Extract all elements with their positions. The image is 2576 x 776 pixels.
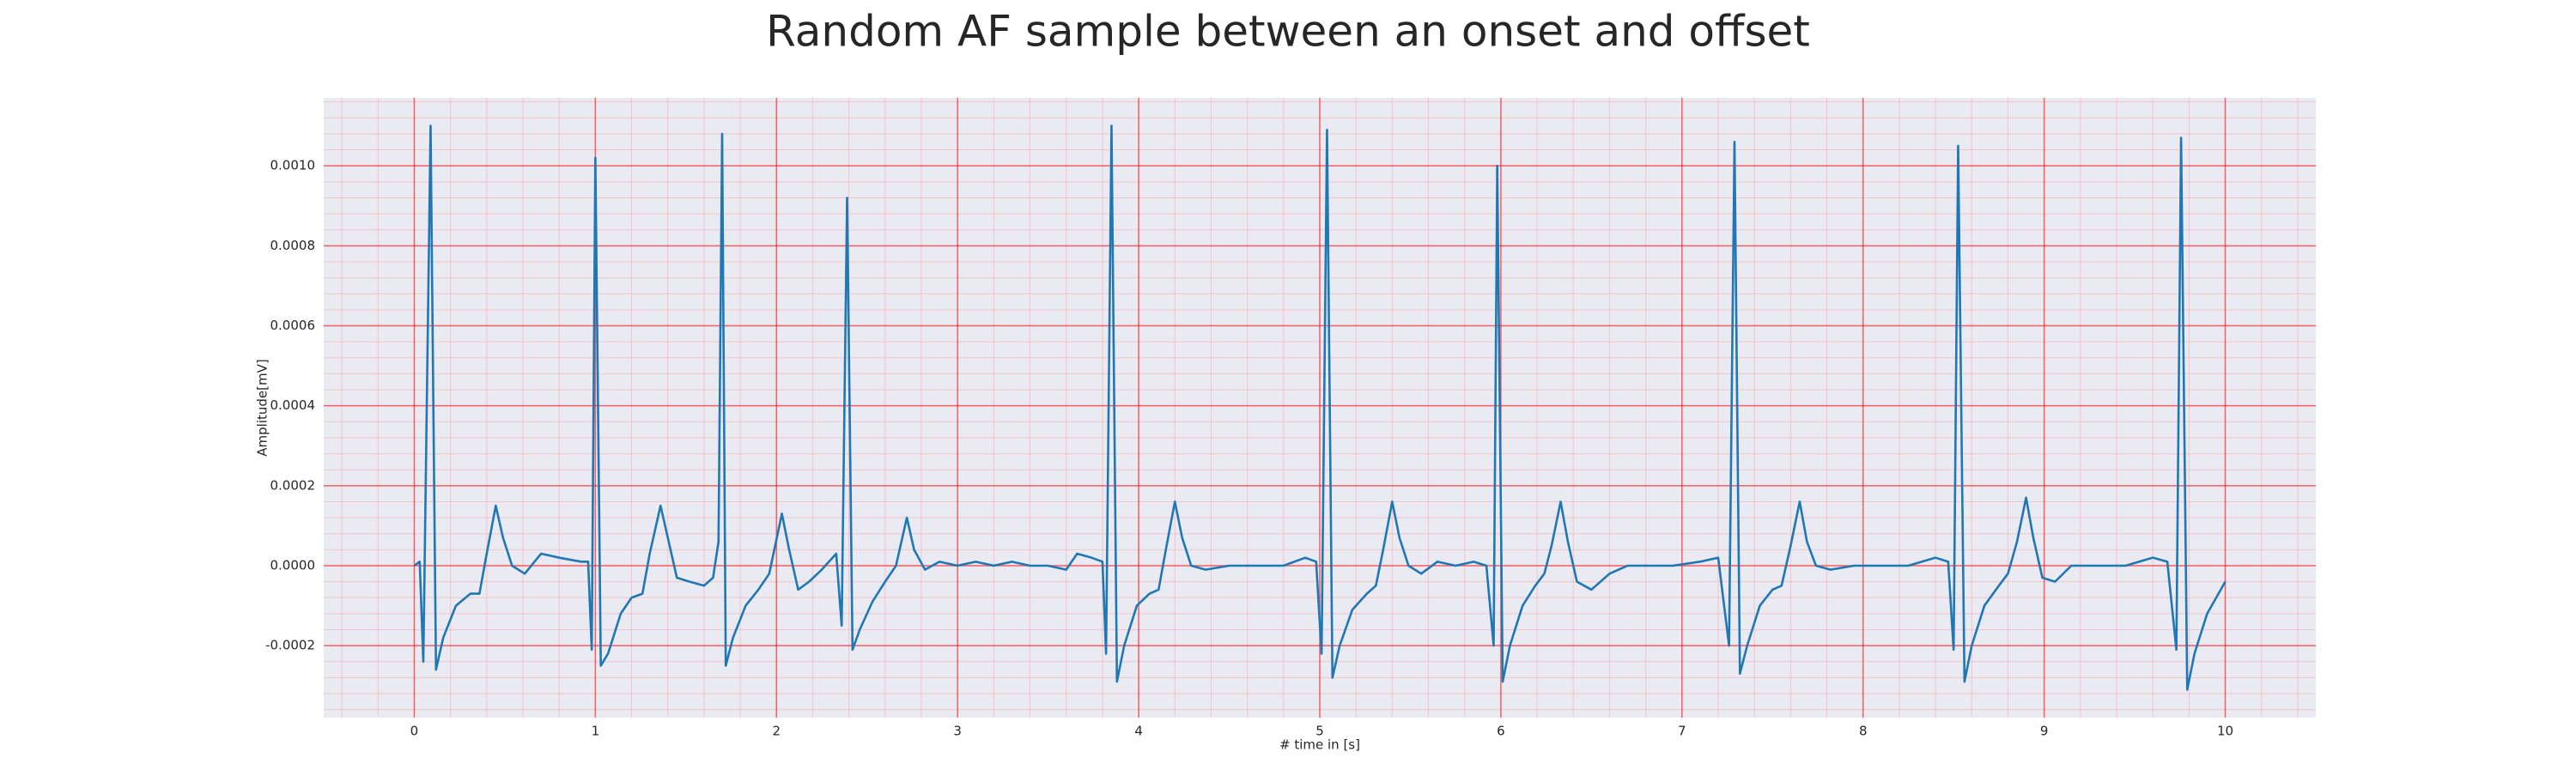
x-tick-label: 0 bbox=[410, 724, 419, 739]
y-tick-label: 0.0000 bbox=[270, 557, 316, 573]
x-tick-label: 2 bbox=[772, 724, 781, 739]
y-tick-label: 0.0008 bbox=[270, 238, 316, 253]
y-tick-label: 0.0010 bbox=[270, 158, 316, 173]
x-tick-label: 7 bbox=[1678, 724, 1686, 739]
x-tick-label: 6 bbox=[1497, 724, 1505, 739]
x-axis-label: # time in [s] bbox=[1279, 737, 1360, 753]
x-tick-label: 3 bbox=[953, 724, 962, 739]
x-tick-label: 1 bbox=[592, 724, 600, 739]
x-tick-label: 8 bbox=[1859, 724, 1868, 739]
y-tick-label: 0.0006 bbox=[270, 318, 316, 333]
x-tick-label: 9 bbox=[2040, 724, 2049, 739]
y-axis-label: Amplitude[mV] bbox=[255, 359, 270, 456]
ecg-line bbox=[413, 124, 2227, 691]
y-tick-label: -0.0002 bbox=[265, 638, 315, 653]
x-tick-label: 5 bbox=[1315, 724, 1324, 739]
y-tick-label: 0.0004 bbox=[270, 397, 316, 413]
x-tick-label: 4 bbox=[1134, 724, 1143, 739]
x-tick-label: 10 bbox=[2217, 724, 2233, 739]
y-tick-label: 0.0002 bbox=[270, 477, 316, 493]
chart-title: Random AF sample between an onset and of… bbox=[766, 7, 1810, 57]
